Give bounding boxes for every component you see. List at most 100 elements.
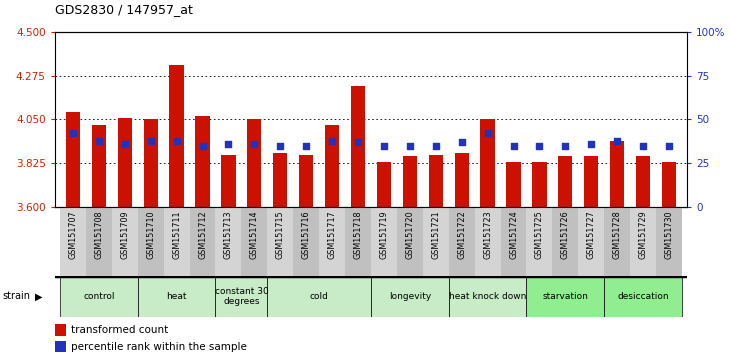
- Bar: [526, 276, 605, 317]
- Text: GSM151723: GSM151723: [483, 211, 492, 259]
- Text: heat knock down: heat knock down: [449, 292, 526, 301]
- Bar: [195, 115, 210, 207]
- Bar: [371, 207, 397, 276]
- Bar: [636, 156, 650, 207]
- Bar: [351, 86, 366, 207]
- Bar: [319, 207, 345, 276]
- Point: [223, 141, 235, 147]
- Text: GSM151722: GSM151722: [457, 211, 466, 259]
- Bar: [118, 118, 132, 207]
- Bar: [578, 207, 605, 276]
- Point: [456, 139, 468, 145]
- Bar: [143, 120, 158, 207]
- Bar: [428, 154, 443, 207]
- Text: heat: heat: [167, 292, 187, 301]
- Bar: [216, 207, 241, 276]
- Point: [534, 143, 545, 149]
- Point: [430, 143, 442, 149]
- Text: ▶: ▶: [35, 291, 42, 302]
- Text: GSM151707: GSM151707: [69, 211, 77, 259]
- Bar: [112, 207, 137, 276]
- Bar: [584, 156, 599, 207]
- Text: starvation: starvation: [542, 292, 588, 301]
- Bar: [92, 125, 106, 207]
- Bar: [247, 120, 262, 207]
- Text: GSM151708: GSM151708: [94, 211, 103, 259]
- Bar: [526, 207, 553, 276]
- Bar: [397, 207, 423, 276]
- Bar: [553, 207, 578, 276]
- Text: longevity: longevity: [389, 292, 431, 301]
- Point: [637, 143, 649, 149]
- Bar: [455, 153, 469, 207]
- Bar: [630, 207, 656, 276]
- Point: [145, 138, 156, 143]
- Bar: [403, 156, 417, 207]
- Text: GSM151719: GSM151719: [379, 211, 388, 259]
- Bar: [558, 156, 572, 207]
- Bar: [345, 207, 371, 276]
- Text: constant 30
degrees: constant 30 degrees: [214, 287, 268, 306]
- Bar: [86, 207, 112, 276]
- Point: [197, 143, 208, 149]
- Point: [352, 139, 364, 145]
- Text: GSM151725: GSM151725: [535, 211, 544, 259]
- Bar: [216, 276, 268, 317]
- Text: GSM151721: GSM151721: [431, 211, 440, 259]
- Text: transformed count: transformed count: [71, 325, 168, 335]
- Point: [300, 143, 312, 149]
- Bar: [662, 162, 676, 207]
- Bar: [449, 207, 474, 276]
- Bar: [293, 207, 319, 276]
- Point: [559, 143, 571, 149]
- Bar: [605, 276, 682, 317]
- Text: GSM151720: GSM151720: [406, 211, 414, 259]
- Bar: [299, 154, 314, 207]
- Point: [93, 138, 105, 143]
- Bar: [532, 162, 547, 207]
- Text: GSM151710: GSM151710: [146, 211, 155, 259]
- Bar: [268, 276, 371, 317]
- Bar: [170, 65, 183, 207]
- Text: percentile rank within the sample: percentile rank within the sample: [71, 342, 246, 352]
- Text: cold: cold: [310, 292, 329, 301]
- Text: GSM151718: GSM151718: [354, 211, 363, 259]
- Text: GSM151714: GSM151714: [250, 211, 259, 259]
- Point: [663, 143, 675, 149]
- Bar: [164, 207, 189, 276]
- Bar: [480, 120, 495, 207]
- Point: [171, 138, 183, 143]
- Text: GSM151711: GSM151711: [172, 211, 181, 259]
- Point: [586, 141, 597, 147]
- Bar: [423, 207, 449, 276]
- Point: [67, 131, 79, 136]
- Bar: [137, 207, 164, 276]
- Bar: [221, 154, 235, 207]
- Point: [507, 143, 519, 149]
- Text: GSM151727: GSM151727: [587, 211, 596, 259]
- Bar: [325, 125, 339, 207]
- Point: [378, 143, 390, 149]
- Bar: [656, 207, 682, 276]
- Bar: [501, 207, 526, 276]
- Bar: [273, 153, 287, 207]
- Bar: [449, 276, 526, 317]
- Text: GSM151724: GSM151724: [509, 211, 518, 259]
- Bar: [376, 162, 391, 207]
- Bar: [605, 207, 630, 276]
- Point: [404, 143, 416, 149]
- Point: [611, 138, 623, 143]
- Point: [249, 141, 260, 147]
- Bar: [610, 141, 624, 207]
- Text: strain: strain: [2, 291, 30, 302]
- Text: GSM151728: GSM151728: [613, 211, 621, 259]
- Bar: [60, 207, 86, 276]
- Bar: [268, 207, 293, 276]
- Text: desiccation: desiccation: [617, 292, 669, 301]
- Text: GSM151729: GSM151729: [639, 211, 648, 259]
- Text: GSM151716: GSM151716: [302, 211, 311, 259]
- Bar: [371, 276, 449, 317]
- Bar: [60, 276, 137, 317]
- Point: [482, 131, 493, 136]
- Bar: [55, 341, 67, 352]
